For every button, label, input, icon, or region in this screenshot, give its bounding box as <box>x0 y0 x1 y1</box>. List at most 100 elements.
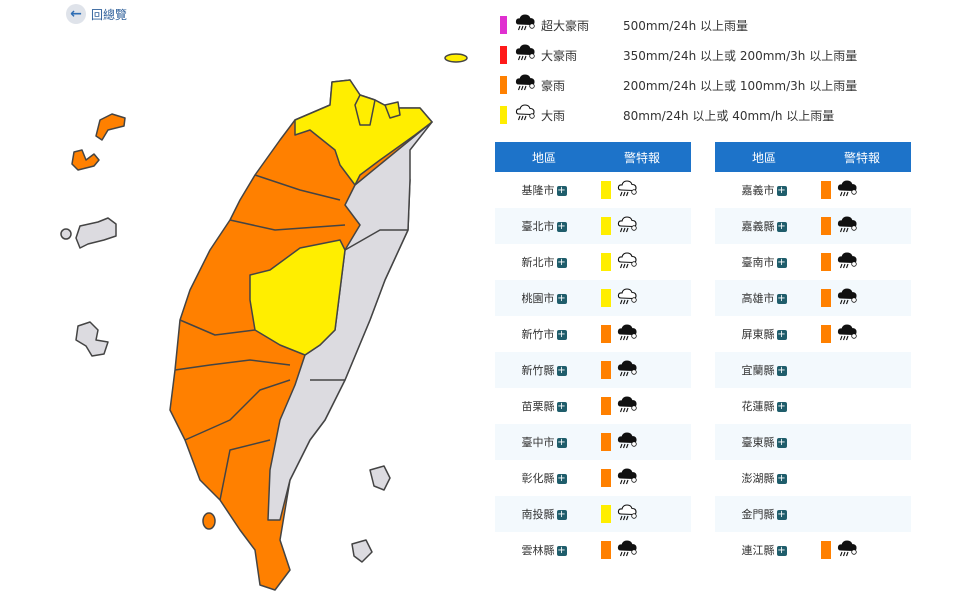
expand-plus-icon[interactable]: + <box>556 365 567 376</box>
table-row: 臺北市 + <box>495 208 691 244</box>
region-name: 臺東縣 <box>741 436 775 449</box>
cloud-rain-outline-icon <box>617 503 639 526</box>
table-row: 宜蘭縣 + <box>715 352 911 388</box>
warning-cell <box>593 280 691 316</box>
expand-plus-icon[interactable]: + <box>776 365 787 376</box>
expand-plus-icon[interactable]: + <box>556 329 567 340</box>
legend-item: 大雨 80mm/24h 以上或 40mm/h 以上雨量 <box>500 100 857 130</box>
warning-cell <box>593 388 691 424</box>
table-row: 澎湖縣 + <box>715 460 911 496</box>
map-island-kinmen[interactable] <box>75 217 117 249</box>
cloud-rain-dark-icon <box>837 287 859 310</box>
warning-cell <box>593 532 691 568</box>
table-row: 臺南市 + <box>715 244 911 280</box>
back-to-overview-button[interactable]: ← 回總覽 <box>66 4 127 24</box>
expand-plus-icon[interactable]: + <box>556 545 567 556</box>
map-island-liuqiu[interactable] <box>202 512 216 530</box>
map-island-green[interactable] <box>369 465 391 491</box>
legend-item: 豪雨 200mm/24h 以上或 100mm/3h 以上雨量 <box>500 70 857 100</box>
table-row: 彰化縣 + <box>495 460 691 496</box>
cloud-rain-dark-icon <box>617 467 639 490</box>
legend-desc: 200mm/24h 以上或 100mm/3h 以上雨量 <box>623 78 858 93</box>
warning-cell <box>593 316 691 352</box>
header-region: 地區 <box>495 142 593 172</box>
expand-plus-icon[interactable]: + <box>776 257 787 268</box>
warning-level-swatch <box>821 541 831 559</box>
region-name: 彰化縣 <box>521 472 555 485</box>
expand-plus-icon[interactable]: + <box>556 437 567 448</box>
cloud-rain-dark-icon <box>515 43 537 67</box>
table-row: 臺東縣 + <box>715 424 911 460</box>
expand-plus-icon[interactable]: + <box>556 257 567 268</box>
expand-plus-icon[interactable]: + <box>556 221 567 232</box>
expand-plus-icon[interactable]: + <box>776 473 787 484</box>
warning-cell <box>813 172 911 208</box>
warning-cell <box>813 496 911 532</box>
warning-cell <box>593 496 691 532</box>
warning-level-swatch <box>821 181 831 199</box>
cloud-rain-outline-icon <box>617 215 639 238</box>
map-region-nantou-rain[interactable] <box>249 239 346 356</box>
table-row: 新北市 + <box>495 244 691 280</box>
warning-cell <box>813 424 911 460</box>
warning-cell <box>593 424 691 460</box>
table-row: 新竹市 + <box>495 316 691 352</box>
expand-plus-icon[interactable]: + <box>776 437 787 448</box>
expand-plus-icon[interactable]: + <box>776 509 787 520</box>
region-name: 臺中市 <box>521 436 555 449</box>
header-region: 地區 <box>715 142 813 172</box>
expand-plus-icon[interactable]: + <box>776 329 787 340</box>
legend-color-swatch <box>500 106 507 124</box>
map-island-orange[interactable] <box>71 149 100 171</box>
expand-plus-icon[interactable]: + <box>776 545 787 556</box>
legend: 超大豪雨 500mm/24h 以上雨量 大豪雨 350mm/24h 以上或 200mm… <box>500 10 857 130</box>
legend-desc: 80mm/24h 以上或 40mm/h 以上雨量 <box>623 108 835 123</box>
expand-plus-icon[interactable]: + <box>776 401 787 412</box>
header-warning: 警特報 <box>813 142 911 172</box>
map-island-matsu[interactable] <box>444 53 468 63</box>
expand-plus-icon[interactable]: + <box>556 293 567 304</box>
region-name: 金門縣 <box>741 508 775 521</box>
warning-level-swatch <box>601 541 611 559</box>
expand-plus-icon[interactable]: + <box>556 185 567 196</box>
map-island-orchid[interactable] <box>351 539 373 563</box>
map-region-east-none[interactable] <box>267 121 433 521</box>
region-name: 嘉義縣 <box>741 220 775 233</box>
legend-item: 大豪雨 350mm/24h 以上或 200mm/3h 以上雨量 <box>500 40 857 70</box>
cloud-rain-dark-icon <box>837 215 859 238</box>
expand-plus-icon[interactable]: + <box>556 509 567 520</box>
warning-cell <box>813 316 911 352</box>
warning-cell <box>593 208 691 244</box>
warning-level-swatch <box>821 253 831 271</box>
expand-plus-icon[interactable]: + <box>776 293 787 304</box>
table-row: 屏東縣 + <box>715 316 911 352</box>
map-island-north-orange[interactable] <box>95 113 126 141</box>
warning-cell <box>813 388 911 424</box>
table-row: 桃園市 + <box>495 280 691 316</box>
map-region-taipei[interactable] <box>354 94 376 126</box>
region-name: 嘉義市 <box>741 184 775 197</box>
cloud-rain-dark-icon <box>617 539 639 562</box>
county-border <box>254 174 341 201</box>
cloud-rain-outline-icon <box>515 103 537 127</box>
cloud-rain-dark-icon <box>837 179 859 202</box>
warning-cell <box>813 208 911 244</box>
expand-plus-icon[interactable]: + <box>776 221 787 232</box>
county-border <box>179 319 256 336</box>
expand-plus-icon[interactable]: + <box>776 185 787 196</box>
table-row: 新竹縣 + <box>495 352 691 388</box>
warning-level-swatch <box>601 361 611 379</box>
warning-level-swatch <box>601 397 611 415</box>
warning-level-swatch <box>601 217 611 235</box>
region-name: 基隆市 <box>521 184 555 197</box>
map-island-small[interactable] <box>60 228 72 240</box>
expand-plus-icon[interactable]: + <box>556 401 567 412</box>
map-region-keelung[interactable] <box>384 101 401 119</box>
taiwan-warning-map <box>60 53 468 591</box>
warning-level-swatch <box>821 289 831 307</box>
expand-plus-icon[interactable]: + <box>556 473 567 484</box>
region-name: 連江縣 <box>741 544 775 557</box>
table-row: 嘉義市 + <box>715 172 911 208</box>
map-island-penghu[interactable] <box>75 321 109 357</box>
legend-desc: 500mm/24h 以上雨量 <box>623 18 749 33</box>
